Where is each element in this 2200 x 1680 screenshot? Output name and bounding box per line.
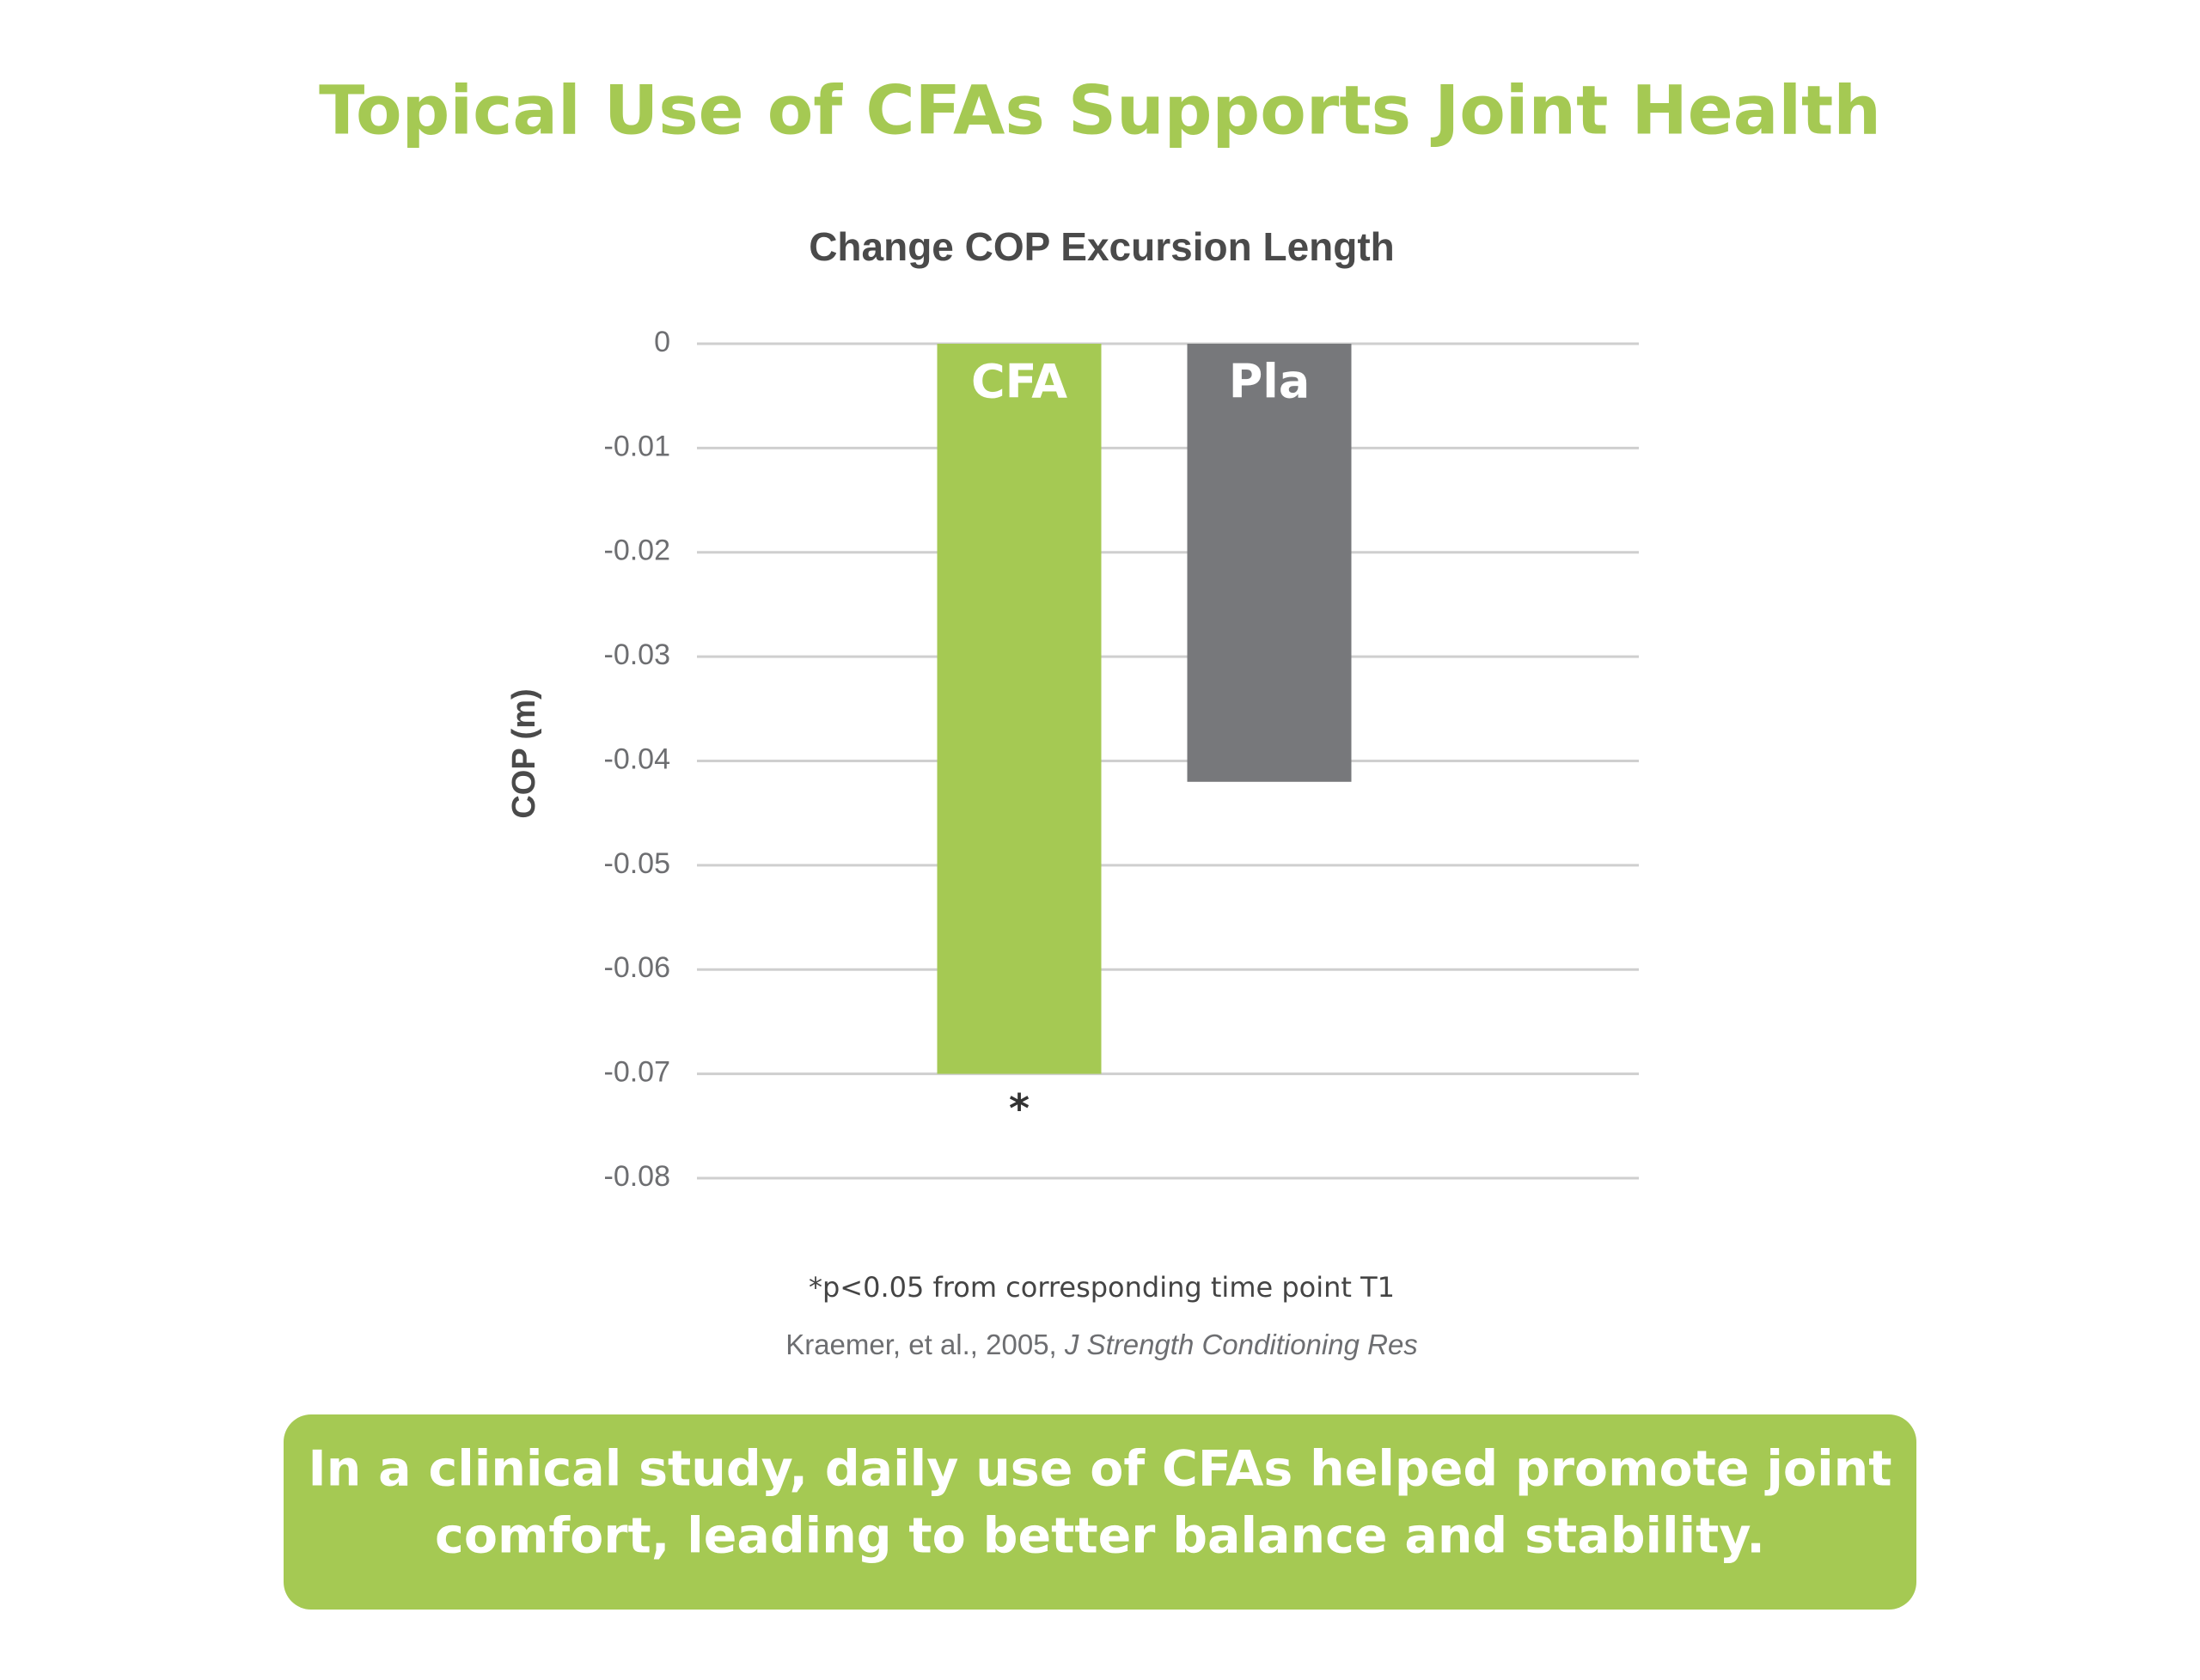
y-axis-label: COP (m) bbox=[506, 688, 542, 818]
y-tick-label: -0.05 bbox=[604, 847, 671, 880]
footnote: *p<0.05 from corresponding time point T1 bbox=[809, 1271, 1395, 1304]
citation: Kraemer, et al., 2005, J Strength Condit… bbox=[785, 1329, 1418, 1360]
bar bbox=[1187, 344, 1352, 782]
callout-line: In a clinical study, daily use of CFAs h… bbox=[309, 1441, 1892, 1498]
significance-marker: * bbox=[1009, 1085, 1030, 1132]
y-tick-label: -0.08 bbox=[604, 1160, 671, 1193]
page-title: Topical Use of CFAs Supports Joint Healt… bbox=[319, 72, 1881, 150]
y-tick-label: -0.06 bbox=[604, 951, 671, 984]
plot: 0 -0.01 -0.02 -0.03 -0.04 -0.05 -0.06 -0.07 -0.0… bbox=[604, 326, 1639, 1193]
chart-title: Change COP Excursion Length bbox=[809, 224, 1395, 269]
y-tick-label: -0.03 bbox=[604, 638, 671, 671]
y-tick-label: -0.02 bbox=[604, 535, 671, 567]
callout-line: comfort, leading to better balance and s… bbox=[435, 1508, 1765, 1565]
y-tick-label: -0.07 bbox=[604, 1056, 671, 1089]
y-tick-label: 0 bbox=[654, 326, 670, 358]
y-tick-label: -0.04 bbox=[604, 742, 671, 775]
callout-box bbox=[284, 1414, 1916, 1610]
citation-text: Kraemer, et al., 2005, bbox=[785, 1329, 1057, 1360]
y-tick-label: -0.01 bbox=[604, 430, 671, 462]
bar-category-label: Pla bbox=[1229, 355, 1311, 409]
bar-category-label: CFA bbox=[971, 355, 1067, 409]
citation-journal: J Strength Conditioning Res bbox=[1064, 1329, 1418, 1360]
bar bbox=[937, 344, 1102, 1074]
